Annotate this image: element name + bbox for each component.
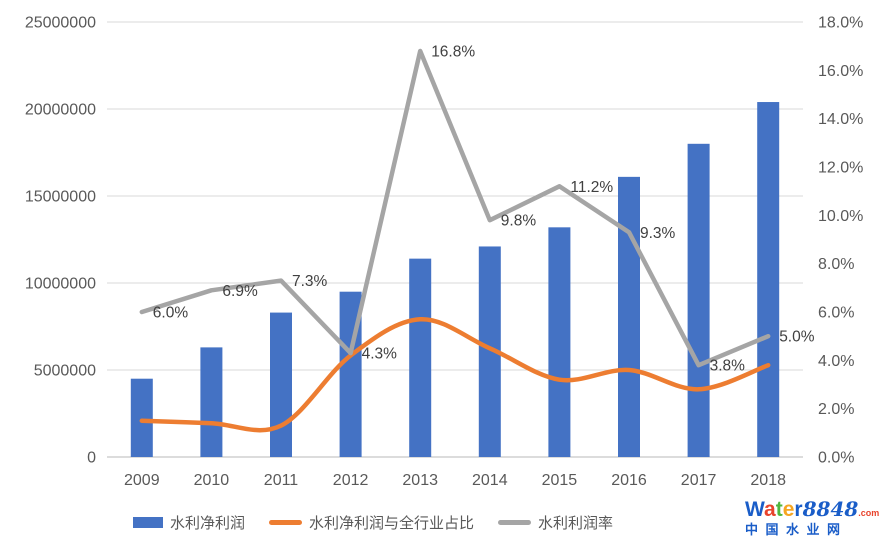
left-axis-tick: 25000000 bbox=[25, 15, 96, 32]
left-axis-tick: 10000000 bbox=[25, 276, 96, 293]
data-label: 7.3% bbox=[292, 273, 328, 290]
data-label: 9.3% bbox=[640, 225, 676, 242]
right-axis-tick: 8.0% bbox=[818, 256, 854, 273]
x-axis-tick: 2013 bbox=[402, 472, 438, 489]
data-label: 4.3% bbox=[362, 346, 398, 363]
line-series-2 bbox=[139, 48, 771, 368]
data-label: 6.9% bbox=[222, 283, 258, 300]
bar-2016 bbox=[618, 176, 640, 458]
logo-letter: W bbox=[745, 498, 765, 521]
legend-swatch-ratio-line bbox=[269, 520, 303, 525]
x-axis-tick: 2010 bbox=[194, 472, 230, 489]
right-axis-tick: 2.0% bbox=[818, 401, 854, 418]
left-axis-tick: 0 bbox=[87, 450, 96, 467]
logo-number: 8848 bbox=[802, 497, 859, 521]
logo-top-line: Water8848.com bbox=[745, 497, 879, 521]
legend-label-industry-ratio: 水利净利润与全行业占比 bbox=[309, 515, 475, 532]
logo-subtitle: 中国水业网 bbox=[745, 522, 848, 537]
logo-letter: t bbox=[775, 498, 783, 521]
right-axis-tick: 4.0% bbox=[818, 353, 854, 370]
data-label: 6.0% bbox=[153, 305, 189, 322]
chart-legend: 水利净利润 水利净利润与全行业占比 水利利润率 bbox=[133, 512, 613, 533]
bar-2017 bbox=[687, 143, 710, 458]
right-axis-tick: 6.0% bbox=[818, 305, 854, 322]
left-axis-tick: 15000000 bbox=[25, 189, 96, 206]
right-axis-tick: 14.0% bbox=[818, 111, 863, 128]
right-axis-tick: 0.0% bbox=[818, 450, 854, 467]
bar-2010 bbox=[200, 347, 223, 457]
x-axis-tick: 2014 bbox=[472, 472, 508, 489]
logo-letter: a bbox=[764, 498, 776, 521]
bar-2009 bbox=[130, 378, 153, 457]
legend-item-profit-rate: 水利利润率 bbox=[498, 512, 613, 533]
logo-letter: r bbox=[794, 498, 803, 521]
x-axis-tick: 2016 bbox=[611, 472, 647, 489]
legend-label-net-profit: 水利净利润 bbox=[170, 515, 246, 532]
data-label: 16.8% bbox=[431, 44, 475, 61]
data-label: 11.2% bbox=[570, 179, 613, 196]
bar-2013 bbox=[409, 258, 432, 457]
water8848-logo: Water8848.com 中国水业网 bbox=[745, 497, 879, 537]
data-label: 5.0% bbox=[779, 329, 815, 346]
chart-svg: 25000000 20000000 15000000 10000000 5000000 0… bbox=[25, 15, 864, 490]
right-axis-tick: 10.0% bbox=[818, 208, 863, 225]
x-axis-tick: 2012 bbox=[333, 472, 369, 489]
x-axis-tick: 2018 bbox=[750, 472, 786, 489]
data-label: 3.8% bbox=[710, 358, 746, 375]
left-axis-tick: 5000000 bbox=[34, 363, 96, 380]
bar-2014 bbox=[478, 246, 501, 457]
x-axis-tick: 2017 bbox=[681, 472, 717, 489]
left-axis-tick: 20000000 bbox=[25, 102, 96, 119]
bar-2018 bbox=[757, 102, 780, 457]
bar-2015 bbox=[548, 227, 571, 457]
right-axis-tick: 12.0% bbox=[818, 160, 863, 177]
x-axis-tick: 2011 bbox=[264, 472, 299, 489]
legend-swatch-rate-line bbox=[498, 520, 532, 525]
data-label: 9.8% bbox=[501, 213, 537, 230]
legend-item-industry-ratio: 水利净利润与全行业占比 bbox=[269, 512, 474, 533]
bar-2011 bbox=[270, 312, 292, 457]
legend-item-net-profit: 水利净利润 bbox=[133, 512, 245, 533]
right-axis-tick: 16.0% bbox=[818, 63, 863, 80]
logo-tld: .com bbox=[858, 508, 879, 518]
right-axis-tick: 18.0% bbox=[818, 15, 863, 32]
logo-letter: e bbox=[782, 498, 795, 521]
legend-label-profit-rate: 水利利润率 bbox=[538, 515, 614, 532]
line-series-1 bbox=[139, 317, 771, 433]
legend-swatch-bar bbox=[133, 517, 163, 528]
logo-word: Water bbox=[745, 498, 803, 521]
x-axis-tick: 2015 bbox=[542, 472, 578, 489]
x-axis-tick: 2009 bbox=[124, 472, 160, 489]
